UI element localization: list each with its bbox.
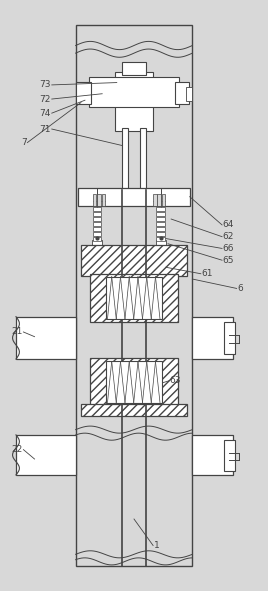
Bar <box>16 317 76 359</box>
Bar <box>93 194 96 206</box>
Bar <box>81 404 187 416</box>
Bar <box>157 194 161 206</box>
Text: 73: 73 <box>39 80 50 89</box>
Text: 74: 74 <box>39 109 50 118</box>
Bar <box>90 358 178 406</box>
Text: 62: 62 <box>223 232 234 241</box>
Bar <box>192 317 233 359</box>
Bar <box>16 435 76 475</box>
Bar <box>156 232 165 236</box>
Bar <box>81 245 187 276</box>
Bar <box>156 239 166 245</box>
Bar <box>93 222 101 226</box>
Bar <box>156 207 165 212</box>
Text: 6: 6 <box>237 284 243 293</box>
Bar <box>102 194 105 206</box>
Text: 7: 7 <box>21 138 27 147</box>
Bar <box>162 194 165 206</box>
Bar <box>93 228 101 232</box>
Bar <box>156 222 165 226</box>
Bar <box>93 232 101 236</box>
Bar <box>89 77 179 108</box>
Bar <box>93 217 101 222</box>
Text: 22: 22 <box>11 445 23 454</box>
Bar <box>156 228 165 232</box>
Bar <box>175 82 189 105</box>
Bar <box>122 128 128 190</box>
Bar <box>106 361 162 402</box>
Bar <box>76 25 192 566</box>
Bar <box>192 435 233 475</box>
Bar <box>156 237 165 241</box>
Bar <box>93 237 101 241</box>
Text: 21: 21 <box>11 327 23 336</box>
Text: 64: 64 <box>223 220 234 229</box>
Text: 72: 72 <box>39 95 50 103</box>
Bar <box>92 239 102 245</box>
Bar <box>140 128 146 190</box>
Text: 71: 71 <box>39 125 50 134</box>
Bar <box>224 440 235 471</box>
Text: 63: 63 <box>170 376 181 385</box>
Text: 61: 61 <box>202 269 213 278</box>
Bar <box>116 72 152 131</box>
Text: 65: 65 <box>223 256 234 265</box>
Bar <box>156 212 165 216</box>
Bar <box>122 62 146 75</box>
Bar <box>156 217 165 222</box>
Bar <box>224 322 235 355</box>
Bar <box>97 194 101 206</box>
Bar <box>90 274 178 322</box>
Bar <box>186 87 192 102</box>
Bar <box>93 212 101 216</box>
Bar <box>153 194 157 206</box>
Bar <box>78 188 190 206</box>
Bar <box>106 277 162 319</box>
Bar <box>76 82 91 105</box>
Text: 1: 1 <box>154 541 160 550</box>
Text: 66: 66 <box>223 244 234 253</box>
Bar <box>93 207 101 212</box>
